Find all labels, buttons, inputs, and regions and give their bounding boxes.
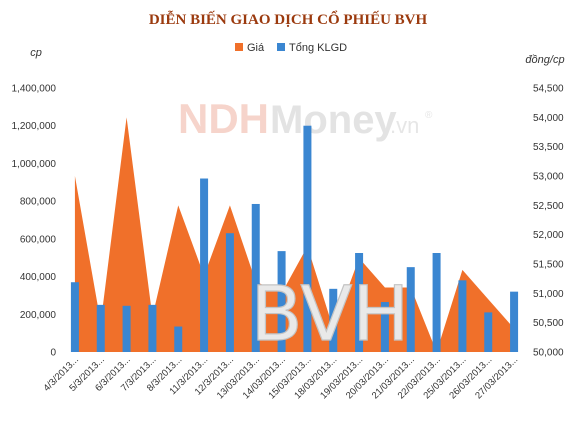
volume-bar xyxy=(122,305,131,352)
price-area-shape xyxy=(74,117,515,352)
volume-bar xyxy=(225,233,234,352)
right-tick-label: 53,000 xyxy=(533,172,564,183)
watermark-reg: ® xyxy=(425,110,433,121)
volume-bar xyxy=(458,280,467,352)
left-tick-label: 0 xyxy=(50,348,56,359)
left-tick-label: 200,000 xyxy=(20,310,57,321)
right-tick-label: 51,000 xyxy=(533,289,564,300)
right-tick-label: 51,500 xyxy=(533,260,564,271)
right-axis: 50,000 50,500 51,000 51,500 52,000 52,500 53,0… xyxy=(533,84,564,359)
legend-swatch-price xyxy=(235,43,243,51)
volume-bar xyxy=(432,253,441,352)
left-tick-label: 800,000 xyxy=(20,197,57,208)
volume-bar xyxy=(277,251,286,352)
watermark-brand-mid: Money xyxy=(270,98,397,142)
left-axis-unit: cp xyxy=(30,47,42,59)
left-tick-label: 1,000,000 xyxy=(12,159,57,170)
volume-bar xyxy=(355,253,364,352)
left-axis: 0 200,000 400,000 600,000 800,000 1,000,000 1,… xyxy=(12,84,57,359)
volume-bar xyxy=(329,288,338,352)
right-tick-label: 50,000 xyxy=(533,348,564,359)
volume-bar xyxy=(96,304,105,352)
right-axis-unit: đồng/cp xyxy=(525,54,564,66)
watermark-brand-right: .vn xyxy=(390,113,419,138)
right-tick-label: 53,500 xyxy=(533,142,564,153)
volume-bar xyxy=(148,304,157,352)
volume-bar xyxy=(174,326,183,352)
legend-label-price: Giá xyxy=(247,42,265,54)
left-tick-label: 1,200,000 xyxy=(12,121,57,132)
volume-bars xyxy=(70,125,519,352)
watermark-ticker: BVH xyxy=(251,269,410,358)
volume-bar xyxy=(251,203,260,352)
right-tick-label: 54,500 xyxy=(533,84,564,95)
legend: Giá Tổng KLGD xyxy=(235,42,347,54)
right-tick-label: 54,000 xyxy=(533,113,564,124)
legend-swatch-volume xyxy=(277,43,285,51)
left-tick-label: 1,400,000 xyxy=(12,84,57,95)
x-axis: 4/3/2013...5/3/2013...6/3/2013...7/3/201… xyxy=(42,354,521,401)
volume-bar xyxy=(406,267,415,352)
left-tick-label: 400,000 xyxy=(20,272,57,283)
price-area xyxy=(74,117,515,352)
volume-bar xyxy=(303,125,312,352)
legend-label-volume: Tổng KLGD xyxy=(289,42,347,54)
watermark: NDH Money .vn ® xyxy=(178,95,433,142)
right-tick-label: 52,500 xyxy=(533,201,564,212)
volume-bar xyxy=(200,178,209,352)
volume-bar xyxy=(380,302,389,352)
volume-bar xyxy=(484,312,493,352)
volume-bar xyxy=(70,282,79,352)
watermark-brand-left: NDH xyxy=(178,95,269,142)
left-tick-label: 600,000 xyxy=(20,234,57,245)
right-tick-label: 52,000 xyxy=(533,230,564,241)
chart-title: DIỄN BIẾN GIAO DỊCH CỔ PHIẾU BVH xyxy=(149,10,428,28)
right-tick-label: 50,500 xyxy=(533,318,564,329)
volume-bar xyxy=(510,291,519,352)
